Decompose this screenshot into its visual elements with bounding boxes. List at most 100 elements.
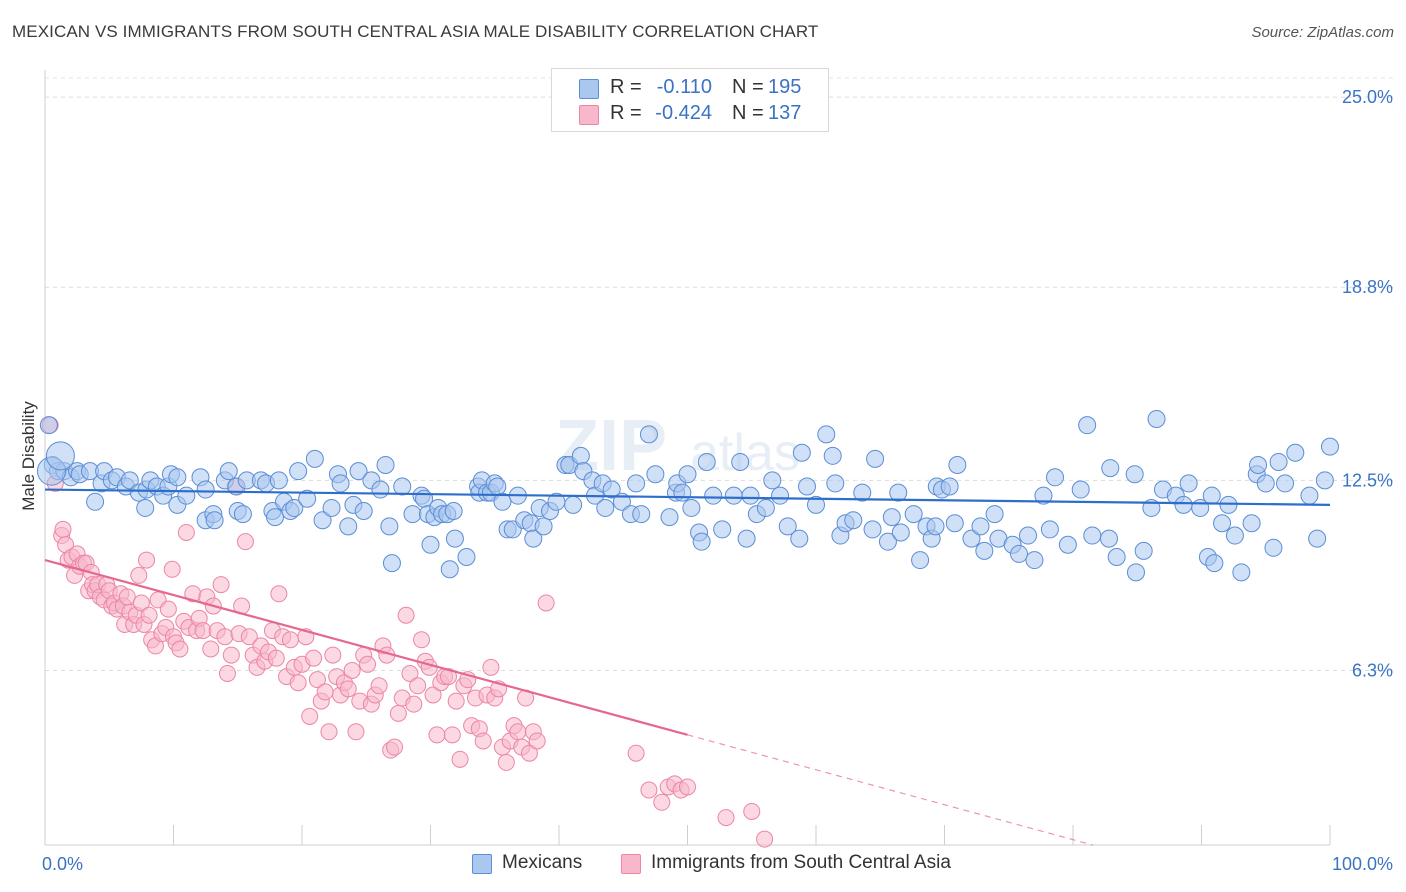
y-tick-label: 6.3% [1352,660,1393,680]
point-mexicans [1300,486,1319,505]
point-mexicans [1249,456,1268,475]
point-south-central-asia [640,781,658,799]
point-mexicans [940,477,959,496]
x-tick-labels: 0.0% 100.0% [42,854,1393,874]
point-mexicans [393,477,412,496]
point-mexicans [1058,535,1077,554]
point-mexicans [1205,554,1224,573]
point-mexicans [371,480,390,499]
legend-r-label: R = [610,76,642,98]
point-mexicans [866,449,885,468]
point-mexicans [1315,471,1334,490]
point-mexicans [1225,526,1244,545]
series-mexicans-points [36,410,1339,582]
point-mexicans [421,535,440,554]
point-south-central-asia [451,750,469,768]
point-mexicans [1125,465,1144,484]
point-south-central-asia [130,566,148,584]
point-south-central-asia [305,649,323,667]
trend-extension-south-central-asia [687,734,1093,846]
point-mexicans [380,517,399,536]
trend-line-south-central-asia [44,559,688,736]
point-mexicans [354,502,373,521]
point-mexicans [737,529,756,548]
legend-r-value: -0.110 [656,76,712,98]
point-mexicans [457,548,476,566]
point-mexicans [971,517,990,536]
point-mexicans [682,498,701,517]
point-south-central-asia [528,732,546,750]
point-mexicans [403,505,422,524]
point-south-central-asia [222,646,240,664]
point-mexicans [1101,459,1120,478]
point-mexicans [1040,520,1059,539]
point-south-central-asia [202,640,220,658]
point-south-central-asia [447,692,465,710]
legend-n-label: N = [732,76,764,98]
point-mexicans [948,456,967,475]
y-tick-label: 25.0% [1342,87,1393,107]
point-mexicans [863,520,882,539]
point-south-central-asia [54,520,72,538]
point-mexicans [1019,526,1038,545]
point-mexicans [1308,529,1327,548]
point-south-central-asia [413,631,431,649]
point-south-central-asia [439,668,457,686]
series-legend: Mexicans Immigrants from South Central A… [0,852,1406,878]
legend-swatch-pink [621,854,641,874]
point-mexicans [660,508,679,527]
point-mexicans [39,416,58,435]
point-mexicans [1256,474,1275,493]
point-mexicans [349,462,368,481]
point-mexicans [646,465,665,484]
point-mexicans [1046,468,1065,487]
point-mexicans [1099,529,1118,548]
point-mexicans [196,480,215,499]
source-label: Source: ZipAtlas.com [1251,24,1394,41]
legend-swatch-pink [579,105,599,125]
point-south-central-asia [240,628,258,646]
point-mexicans [322,498,341,517]
point-mexicans [1213,514,1232,533]
grid-lines [45,77,1395,671]
point-south-central-asia [267,649,285,667]
x-tick-label: 0.0% [42,854,83,874]
point-mexicans [962,529,981,548]
point-south-central-asia [339,680,357,698]
point-mexicans [1025,551,1044,570]
x-tick-label: 100.0% [1332,854,1393,874]
point-mexicans [305,449,324,468]
point-mexicans [692,532,711,551]
point-mexicans [534,517,553,536]
point-south-central-asia [474,732,492,750]
point-mexicans [177,486,196,505]
point-south-central-asia [216,628,234,646]
y-tick-label: 18.8% [1342,277,1393,297]
legend-n-value: 195 [768,76,802,98]
point-mexicans [1321,437,1339,456]
point-mexicans [771,486,790,505]
point-mexicans [975,541,994,560]
point-mexicans [86,492,105,511]
point-south-central-asia [386,738,404,756]
y-axis-label: Male Disability [19,401,38,511]
point-mexicans [1071,480,1090,499]
point-mexicans [1264,538,1283,557]
point-mexicans [1083,526,1102,545]
point-south-central-asia [389,704,407,722]
legend-n-label: N = [732,102,764,124]
point-south-central-asia [301,707,319,725]
legend-label-south-central-asia: Immigrants from South Central Asia [651,852,951,873]
point-south-central-asia [653,793,671,811]
point-south-central-asia [289,674,307,692]
point-south-central-asia [194,622,212,640]
point-mexicans [823,446,842,465]
watermark: ZIP atlas [555,406,800,486]
point-mexicans [564,495,583,514]
point-south-central-asia [424,686,442,704]
point-mexicans [1286,443,1305,462]
point-south-central-asia [443,726,461,744]
point-south-central-asia [218,665,236,683]
point-south-central-asia [308,671,326,689]
point-south-central-asia [397,606,415,624]
